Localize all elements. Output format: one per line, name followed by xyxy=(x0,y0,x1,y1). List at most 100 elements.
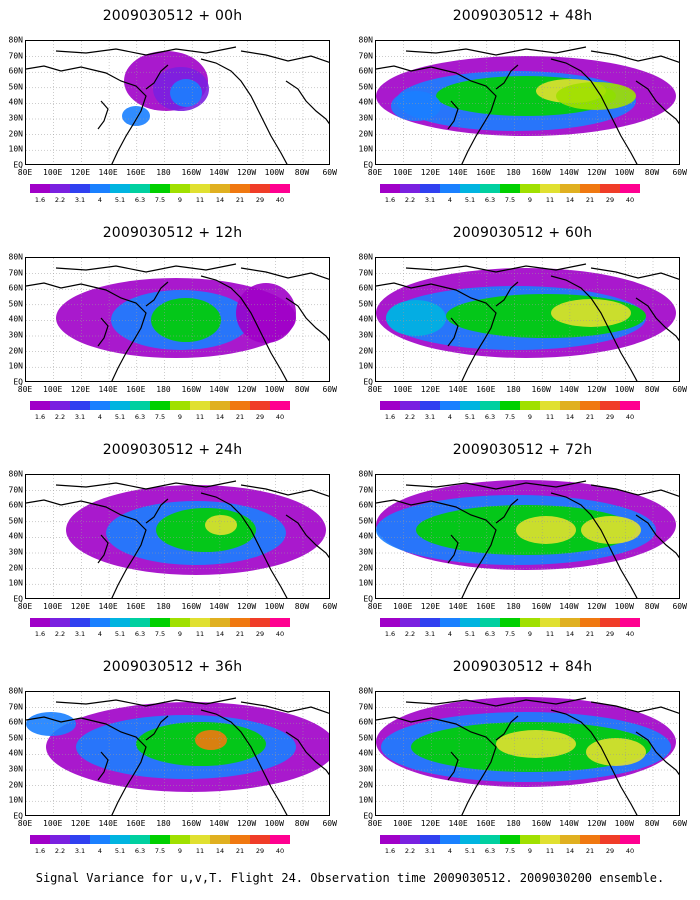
latitude-label: 30N xyxy=(358,113,373,123)
latitude-label: 60N xyxy=(358,66,373,76)
colorbar-swatch xyxy=(50,401,70,410)
longitude-label: 100W xyxy=(264,385,284,394)
longitude-label: 60W xyxy=(672,168,687,177)
colorbar-label: 40 xyxy=(275,630,285,638)
longitude-label: 140E xyxy=(98,168,118,177)
longitude-label: 180 xyxy=(156,819,171,828)
longitude-label: 160E xyxy=(476,168,496,177)
colorbar-label: 11 xyxy=(545,630,555,638)
latitude-label: EQ xyxy=(13,160,23,170)
latitude-label: EQ xyxy=(363,377,373,387)
colorbar-swatch xyxy=(600,835,620,844)
forecast-panel-84h: 2009030512 + 84h 80N 70N 60N 50N 40N 30N 20N 10N… xyxy=(350,651,695,871)
colorbar-swatch xyxy=(540,835,560,844)
colorbar-label: 14 xyxy=(565,630,575,638)
colorbar-swatch xyxy=(190,184,210,193)
longitude-label: 120E xyxy=(70,819,91,828)
colorbar-label: 40 xyxy=(625,196,635,204)
colorbar-label: 4 xyxy=(447,630,453,638)
longitude-label: 120E xyxy=(420,819,441,828)
longitude-label: 80E xyxy=(367,602,383,611)
colorbar-swatch xyxy=(580,618,600,627)
coastline xyxy=(495,498,519,524)
longitude-label: 100E xyxy=(43,819,63,828)
map-svg xyxy=(376,41,679,164)
colorbar-label: 5.1 xyxy=(114,630,126,638)
variance-map xyxy=(375,474,680,599)
colorbar-label: 21 xyxy=(235,630,245,638)
coastline xyxy=(550,492,638,598)
variance-region xyxy=(122,106,150,126)
colorbar-swatch xyxy=(130,184,150,193)
longitude-label: 120E xyxy=(420,602,441,611)
coastline xyxy=(590,701,679,714)
colorbar-label: 21 xyxy=(585,413,595,421)
colorbar-swatch xyxy=(500,618,520,627)
latitude-label: 70N xyxy=(358,268,373,278)
colorbar-label: 1.6 xyxy=(384,413,396,421)
longitude-label: 160E xyxy=(126,168,146,177)
colorbar-swatch xyxy=(170,835,190,844)
coastline xyxy=(405,263,587,273)
panel-title: 2009030512 + 24h xyxy=(102,442,243,458)
colorbar-label: 29 xyxy=(255,630,265,638)
colorbar-label: 14 xyxy=(215,847,225,855)
coastline xyxy=(200,58,288,164)
coastline xyxy=(405,46,587,56)
variance-region xyxy=(556,82,636,110)
colorbar-swatch xyxy=(400,184,420,193)
longitude-label: 100W xyxy=(614,385,634,394)
longitude-label: 80E xyxy=(17,168,33,177)
colorbar-swatch xyxy=(540,401,560,410)
colorbar-swatch xyxy=(90,184,110,193)
longitude-label: 180 xyxy=(506,819,521,828)
colorbar-swatch xyxy=(440,835,460,844)
colorbar-label: 6.3 xyxy=(484,413,496,421)
colorbar-swatch xyxy=(580,835,600,844)
coastline xyxy=(145,281,169,307)
colorbar-label: 11 xyxy=(545,196,555,204)
longitude-label: 80E xyxy=(367,819,383,828)
latitude-label: 80N xyxy=(8,252,23,262)
latitude-label: 40N xyxy=(358,531,373,541)
coastline xyxy=(26,282,147,381)
longitude-label: 80W xyxy=(644,168,660,177)
colorbar-swatch xyxy=(380,184,400,193)
latitude-label: 60N xyxy=(358,500,373,510)
variance-region xyxy=(195,730,227,750)
colorbar-label: 11 xyxy=(195,196,205,204)
colorbar-label: 4 xyxy=(97,196,103,204)
variance-region xyxy=(581,516,641,544)
colorbar-label: 5.1 xyxy=(114,196,126,204)
coastline xyxy=(285,514,329,559)
longitude-label: 100E xyxy=(43,602,63,611)
longitude-label: 140W xyxy=(559,602,579,611)
coastline xyxy=(55,46,237,56)
longitude-label: 180 xyxy=(506,168,521,177)
colorbar-swatch xyxy=(480,184,500,193)
longitude-label: 180 xyxy=(156,168,171,177)
map-svg xyxy=(376,258,679,381)
forecast-panel-24h: 2009030512 + 24h 80N 70N 60N 50N 40N 30N 20N 10N… xyxy=(0,434,345,654)
coastline xyxy=(495,281,519,307)
colorbar-swatch xyxy=(560,184,580,193)
longitude-label: 140W xyxy=(209,168,229,177)
forecast-panel-12h: 2009030512 + 12h 80N 70N 60N 50N 40N 30N 20N 10N… xyxy=(0,217,345,437)
longitude-label: 100W xyxy=(264,168,284,177)
colorbar-label: 7.5 xyxy=(154,413,166,421)
colorbar-label: 29 xyxy=(605,630,615,638)
longitude-label: 160W xyxy=(181,819,201,828)
coastline xyxy=(550,709,638,815)
colorbar-label: 21 xyxy=(585,196,595,204)
colorbar-label: 29 xyxy=(255,847,265,855)
coastline xyxy=(26,499,147,598)
colorbar xyxy=(380,835,640,844)
latitude-label: 50N xyxy=(8,733,23,743)
colorbar-swatch xyxy=(170,184,190,193)
colorbar-swatch xyxy=(600,618,620,627)
colorbar-swatch xyxy=(600,401,620,410)
colorbar-swatch xyxy=(130,835,150,844)
longitude-label: 60W xyxy=(322,602,337,611)
colorbar-swatch xyxy=(230,618,250,627)
colorbar-label: 14 xyxy=(565,413,575,421)
